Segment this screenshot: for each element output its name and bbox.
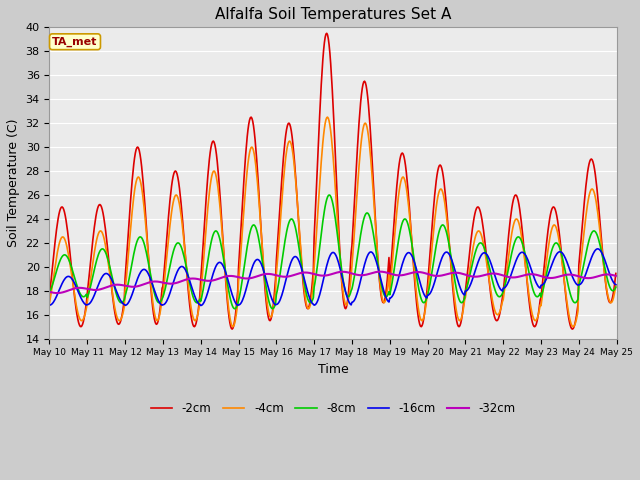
Legend: -2cm, -4cm, -8cm, -16cm, -32cm: -2cm, -4cm, -8cm, -16cm, -32cm [146, 397, 520, 420]
-2cm [114, 321, 122, 327]
-2cm [569, 326, 577, 332]
-4cm [202, 234, 209, 240]
-16cm [202, 294, 210, 300]
-2cm [45, 293, 53, 299]
-4cm [56, 239, 63, 245]
-8cm [403, 219, 411, 225]
-4cm [419, 317, 427, 323]
-2cm [172, 168, 179, 174]
-16cm [419, 288, 427, 294]
-4cm [612, 282, 620, 288]
-8cm [56, 259, 63, 264]
Title: Alfalfa Soil Temperatures Set A: Alfalfa Soil Temperatures Set A [215, 7, 451, 22]
Line: -8cm: -8cm [49, 195, 616, 309]
-8cm [172, 242, 179, 248]
-8cm [202, 273, 209, 279]
X-axis label: Time: Time [317, 363, 348, 376]
-8cm [45, 290, 53, 296]
-32cm [376, 269, 384, 275]
-4cm [324, 114, 332, 120]
-4cm [172, 192, 179, 198]
Line: -16cm: -16cm [49, 249, 616, 305]
Text: TA_met: TA_met [52, 36, 98, 47]
Y-axis label: Soil Temperature (C): Soil Temperature (C) [7, 119, 20, 247]
Line: -2cm: -2cm [49, 33, 616, 329]
-8cm [420, 300, 428, 306]
Line: -32cm: -32cm [49, 272, 616, 293]
-16cm [172, 273, 179, 279]
-4cm [570, 324, 577, 330]
-2cm [419, 320, 427, 326]
-16cm [612, 282, 620, 288]
-32cm [45, 289, 53, 295]
-32cm [172, 280, 180, 286]
-2cm [323, 30, 331, 36]
Line: -4cm: -4cm [49, 117, 616, 327]
-4cm [403, 185, 410, 191]
-16cm [403, 252, 410, 257]
-8cm [231, 306, 239, 312]
-32cm [420, 270, 428, 276]
-32cm [57, 290, 65, 296]
-2cm [612, 271, 620, 276]
-8cm [612, 284, 620, 290]
-4cm [45, 300, 53, 306]
-16cm [45, 302, 53, 308]
-2cm [202, 206, 209, 212]
-32cm [202, 278, 210, 284]
-2cm [403, 169, 410, 175]
-32cm [54, 290, 61, 296]
-32cm [115, 282, 123, 288]
-2cm [56, 208, 63, 214]
-4cm [114, 317, 122, 323]
-16cm [594, 246, 602, 252]
-8cm [325, 192, 333, 198]
-16cm [114, 292, 122, 298]
-32cm [612, 273, 620, 279]
-32cm [403, 271, 411, 277]
-8cm [114, 296, 122, 301]
-16cm [56, 286, 63, 292]
-16cm [197, 302, 205, 308]
